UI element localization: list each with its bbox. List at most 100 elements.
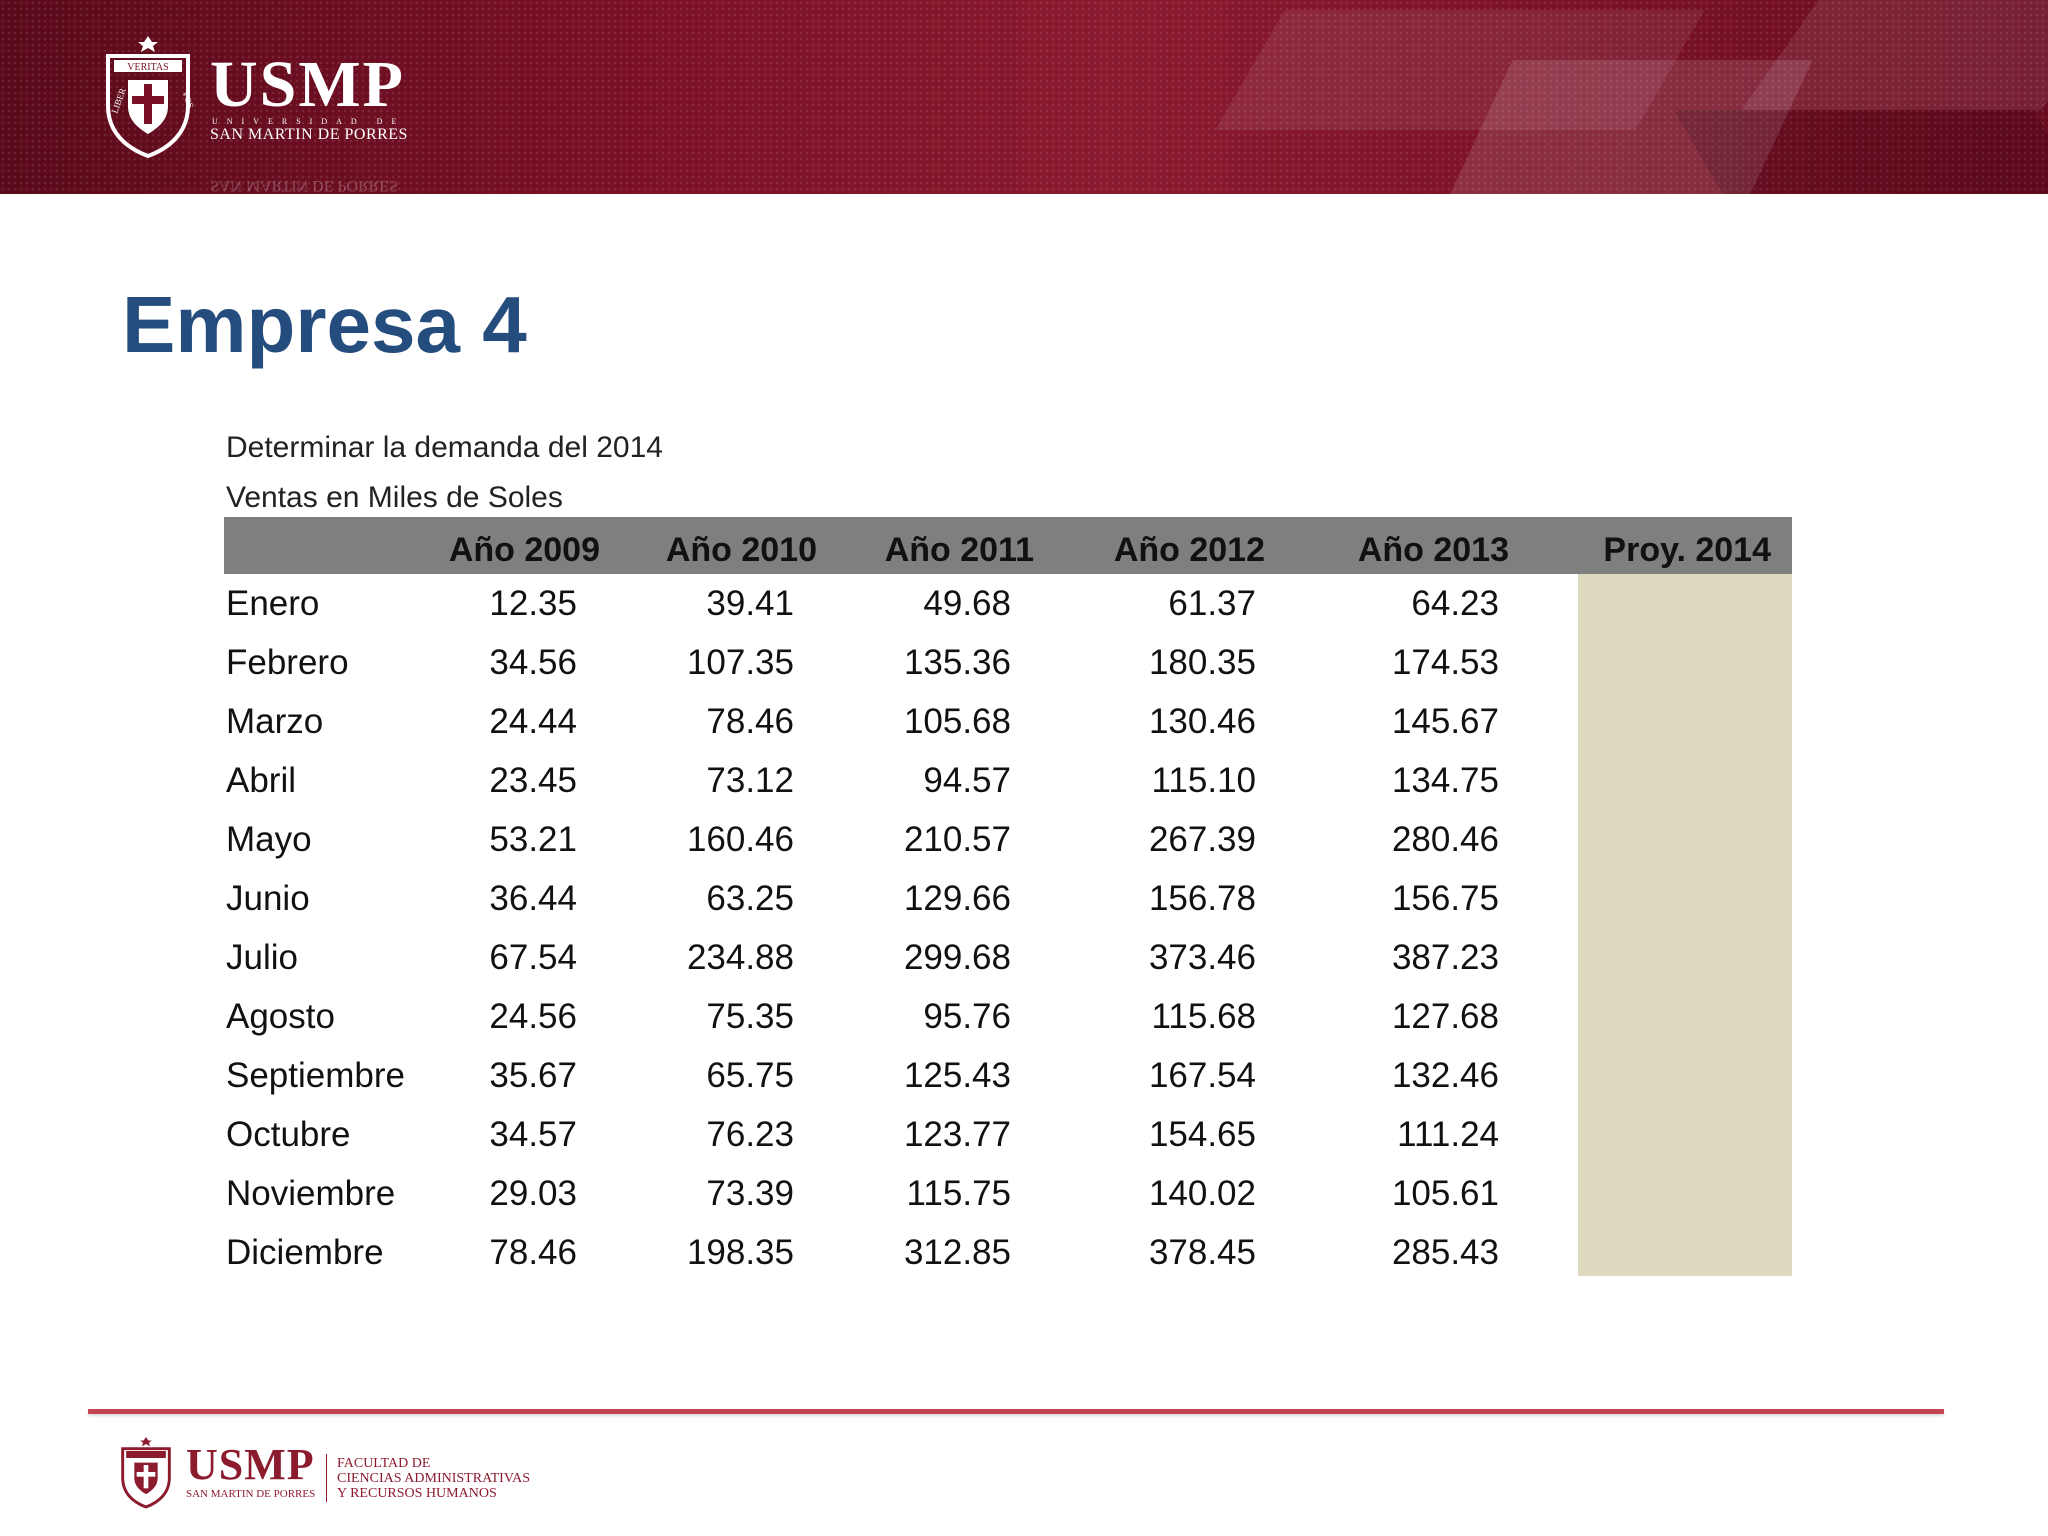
value-cell: 78.46 xyxy=(489,1233,577,1272)
logo-reflection: SAN MARTIN DE PORRES xyxy=(210,177,398,194)
month-cell: Mayo xyxy=(226,820,312,859)
value-cell: 36.44 xyxy=(489,879,577,918)
faculty-line: CIENCIAS ADMINISTRATIVAS xyxy=(337,1471,531,1486)
value-cell: 134.75 xyxy=(1391,761,1499,800)
value-cell: 135.36 xyxy=(903,643,1011,682)
svg-text:VERITAS: VERITAS xyxy=(127,62,168,73)
value-cell: 154.65 xyxy=(1148,1115,1256,1154)
value-cell: 115.10 xyxy=(1151,761,1256,800)
value-cell: 378.45 xyxy=(1148,1233,1256,1272)
value-cell: 111.24 xyxy=(1397,1115,1499,1154)
month-cell: Marzo xyxy=(226,702,324,741)
footer-divider xyxy=(88,1409,1944,1414)
value-cell: 160.46 xyxy=(686,820,794,859)
value-cell: 198.35 xyxy=(686,1233,794,1272)
footer-logo-subtitle: SAN MARTIN DE PORRES xyxy=(186,1488,316,1500)
value-cell: 299.68 xyxy=(903,938,1011,977)
month-cell: Noviembre xyxy=(226,1174,396,1213)
table-row: Enero 12.35 39.41 49.68 61.37 64.23 xyxy=(224,574,1792,633)
value-cell: 24.56 xyxy=(489,997,577,1036)
table-row: Abril 23.45 73.12 94.57 115.10 134.75 xyxy=(224,751,1792,810)
value-cell: 29.03 xyxy=(489,1174,577,1213)
banner-decoration xyxy=(1674,110,2048,194)
svg-text:VOS: VOS xyxy=(180,89,196,109)
value-cell: 280.46 xyxy=(1391,820,1499,859)
table-row: Noviembre 29.03 73.39 115.75 140.02 105.61 xyxy=(224,1164,1792,1223)
value-cell: 67.54 xyxy=(489,938,577,977)
column-header: Año 2009 xyxy=(448,531,600,569)
month-cell: Abril xyxy=(226,761,297,800)
value-cell: 105.68 xyxy=(903,702,1011,741)
sales-table: Año 2009 Año 2010 Año 2011 Año 2012 Año … xyxy=(224,517,1792,1276)
logo-subtitle: SAN MARTIN DE PORRES xyxy=(210,126,408,143)
value-cell: 49.68 xyxy=(923,584,1011,623)
caption-demand: Determinar la demanda del 2014 xyxy=(226,431,663,464)
value-cell: 132.46 xyxy=(1391,1056,1499,1095)
header-banner: VERITAS LIBER VOS USMP UNIVERSIDAD DE SA… xyxy=(0,0,2048,194)
value-cell: 312.85 xyxy=(903,1233,1011,1272)
university-crest-icon xyxy=(121,1437,171,1509)
column-header: Año 2010 xyxy=(665,531,817,569)
value-cell: 34.57 xyxy=(489,1115,577,1154)
university-crest-icon: VERITAS LIBER VOS xyxy=(106,36,196,158)
banner-decoration xyxy=(1741,0,2048,110)
value-cell: 105.61 xyxy=(1391,1174,1499,1213)
value-cell: 115.75 xyxy=(906,1174,1011,1213)
slide-title: Empresa 4 xyxy=(122,280,527,369)
value-cell: 210.57 xyxy=(903,820,1011,859)
value-cell: 35.67 xyxy=(489,1056,577,1095)
table-row: Junio 36.44 63.25 129.66 156.78 156.75 xyxy=(224,869,1792,928)
value-cell: 94.57 xyxy=(923,761,1011,800)
month-cell: Junio xyxy=(226,879,310,918)
table-row: Febrero 34.56 107.35 135.36 180.35 174.53 xyxy=(224,633,1792,692)
value-cell: 115.68 xyxy=(1151,997,1256,1036)
month-cell: Enero xyxy=(226,584,320,623)
table-row: Mayo 53.21 160.46 210.57 267.39 280.46 xyxy=(224,810,1792,869)
value-cell: 12.35 xyxy=(489,584,577,623)
value-cell: 129.66 xyxy=(903,879,1011,918)
value-cell: 145.67 xyxy=(1391,702,1499,741)
value-cell: 130.46 xyxy=(1148,702,1256,741)
value-cell: 39.41 xyxy=(706,584,794,623)
value-cell: 24.44 xyxy=(489,702,577,741)
value-cell: 34.56 xyxy=(489,643,577,682)
value-cell: 63.25 xyxy=(706,879,794,918)
table-row: Septiembre 35.67 65.75 125.43 167.54 132.46 xyxy=(224,1046,1792,1105)
value-cell: 267.39 xyxy=(1148,820,1256,859)
month-cell: Octubre xyxy=(226,1115,351,1154)
table-row: Octubre 34.57 76.23 123.77 154.65 111.24 xyxy=(224,1105,1792,1164)
month-cell: Agosto xyxy=(226,997,335,1036)
projection-column xyxy=(1578,574,1792,1276)
column-header: Año 2013 xyxy=(1357,531,1509,569)
value-cell: 23.45 xyxy=(489,761,577,800)
value-cell: 156.78 xyxy=(1148,879,1256,918)
value-cell: 125.43 xyxy=(903,1056,1011,1095)
month-cell: Julio xyxy=(226,938,298,977)
table-row: Diciembre 78.46 198.35 312.85 378.45 285.43 xyxy=(224,1223,1792,1282)
faculty-name: FACULTAD DE CIENCIAS ADMINISTRATIVAS Y R… xyxy=(337,1456,530,1501)
value-cell: 75.35 xyxy=(706,997,794,1036)
column-header: Año 2012 xyxy=(1113,531,1265,569)
value-cell: 53.21 xyxy=(489,820,577,859)
month-cell: Septiembre xyxy=(226,1056,405,1095)
column-header: Año 2011 xyxy=(884,531,1034,569)
faculty-line: FACULTAD DE xyxy=(337,1456,431,1471)
value-cell: 95.76 xyxy=(923,997,1011,1036)
month-cell: Diciembre xyxy=(226,1233,384,1272)
footer-logo-divider xyxy=(326,1454,327,1502)
value-cell: 180.35 xyxy=(1148,643,1256,682)
value-cell: 174.53 xyxy=(1391,643,1499,682)
value-cell: 65.75 xyxy=(706,1056,794,1095)
value-cell: 140.02 xyxy=(1148,1174,1256,1213)
logo-text: USMP xyxy=(210,48,405,121)
value-cell: 167.54 xyxy=(1148,1056,1256,1095)
value-cell: 127.68 xyxy=(1391,997,1499,1036)
table-row: Julio 67.54 234.88 299.68 373.46 387.23 xyxy=(224,928,1792,987)
table-header-row: Año 2009 Año 2010 Año 2011 Año 2012 Año … xyxy=(224,517,1792,574)
value-cell: 387.23 xyxy=(1391,938,1499,977)
value-cell: 123.77 xyxy=(903,1115,1011,1154)
faculty-line: Y RECURSOS HUMANOS xyxy=(337,1486,497,1501)
value-cell: 78.46 xyxy=(706,702,794,741)
column-header: Proy. 2014 xyxy=(1603,531,1771,569)
value-cell: 64.23 xyxy=(1411,584,1499,623)
